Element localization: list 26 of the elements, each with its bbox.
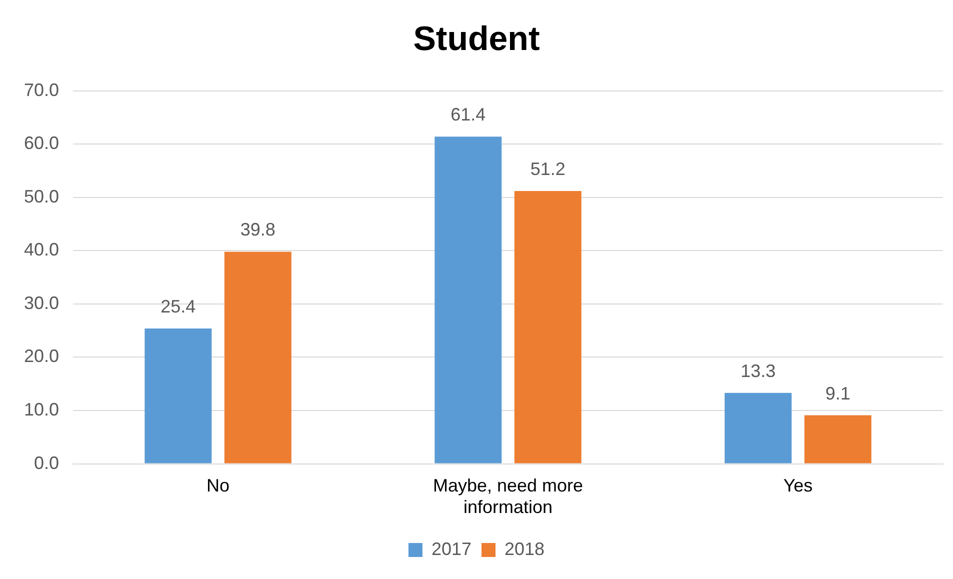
x-tick-label: Maybe, need more information — [432, 476, 584, 518]
bar — [144, 328, 212, 464]
bar — [804, 415, 872, 464]
legend-label: 2017 — [431, 538, 472, 559]
bar — [434, 136, 502, 464]
y-tick-label: 20.0 — [24, 346, 60, 366]
y-tick-label: 50.0 — [24, 186, 60, 206]
bar — [514, 190, 582, 464]
data-label: 9.1 — [825, 383, 850, 404]
data-label: 51.2 — [530, 158, 566, 179]
x-tick-label: No — [206, 476, 230, 496]
y-tick-label: 10.0 — [24, 399, 60, 420]
y-tick-label: 0.0 — [34, 452, 60, 473]
data-label: 39.8 — [240, 220, 276, 240]
data-label: 13.3 — [740, 360, 776, 381]
y-tick-label: 60.0 — [24, 133, 60, 154]
chart-title: Student — [413, 20, 540, 58]
y-tick-label: 40.0 — [24, 240, 60, 260]
legend-label: 2018 — [504, 538, 545, 559]
bar — [724, 392, 792, 464]
bar — [224, 252, 292, 464]
y-tick-label: 70.0 — [24, 80, 60, 100]
x-tick-label: Yes — [783, 476, 813, 496]
y-tick-label: 30.0 — [24, 292, 60, 313]
data-label: 25.4 — [160, 296, 196, 316]
data-label: 61.4 — [450, 104, 486, 125]
